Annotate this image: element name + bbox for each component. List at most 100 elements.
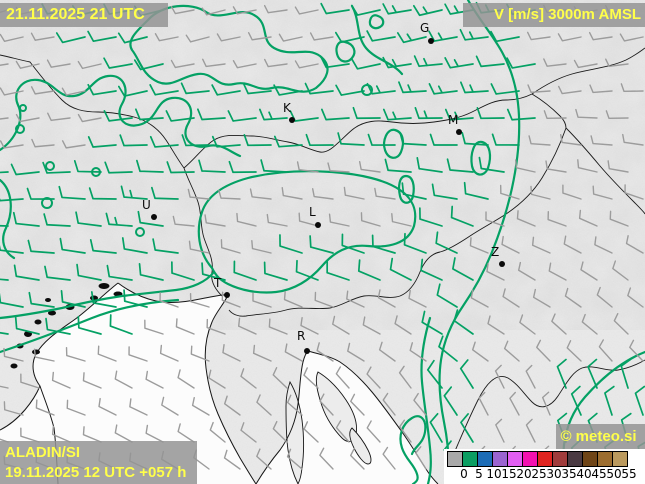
wind-barb <box>227 110 257 122</box>
wind-barb-light <box>566 340 582 362</box>
wind-barb-light <box>625 235 644 254</box>
wind-barb <box>396 32 427 44</box>
wind-barb <box>399 132 427 146</box>
wind-barb <box>320 56 350 69</box>
wind-barb-light <box>272 367 288 389</box>
isotach-contour-5ms <box>399 415 427 484</box>
wind-barb <box>431 183 458 200</box>
wind-barb-light <box>503 340 520 362</box>
wind-barb <box>446 158 474 173</box>
wind-barb-light <box>528 135 551 146</box>
wind-barb <box>150 186 179 200</box>
wind-barb-light <box>272 420 288 443</box>
wind-barb <box>490 83 520 95</box>
chart-title-label: V [m/s] 3000m AMSL <box>494 6 641 23</box>
wind-barb <box>460 413 474 443</box>
country-border <box>183 93 533 169</box>
wind-barb-light <box>129 398 148 416</box>
wind-barb <box>0 189 24 202</box>
wind-barb-light <box>391 213 412 227</box>
wind-barb-light <box>206 318 226 335</box>
wind-barb-light <box>319 393 334 416</box>
wind-barb-light <box>588 31 613 41</box>
wind-barb <box>87 135 117 148</box>
wind-barb-light <box>629 339 644 362</box>
wind-barb <box>45 317 71 335</box>
wind-barb <box>117 85 148 97</box>
isotach-contour-5ms <box>350 4 404 76</box>
legend-tick-label: 20 <box>516 467 532 481</box>
wind-barb <box>180 82 210 95</box>
wind-barb <box>435 231 458 254</box>
wind-barb <box>263 261 288 281</box>
wind-barb <box>382 3 412 15</box>
wind-barb-light <box>82 426 102 443</box>
wind-barb-light <box>3 347 24 362</box>
wind-barb-light <box>374 187 396 200</box>
wind-barb-light <box>159 292 179 308</box>
wind-barb <box>10 163 40 176</box>
wind-barb-light <box>343 186 365 200</box>
wind-barb-light <box>598 339 613 362</box>
wind-barb <box>0 238 24 254</box>
wind-barb-light <box>15 60 40 69</box>
wind-barb-light <box>478 391 489 416</box>
wind-barb <box>0 266 9 281</box>
wind-barb-light <box>501 235 520 254</box>
wind-barb <box>55 32 86 44</box>
wind-barb <box>88 187 117 200</box>
country-border <box>228 127 567 317</box>
wind-barb-light <box>284 343 303 362</box>
wind-barb-light <box>298 212 319 227</box>
wind-barb-light <box>3 401 24 416</box>
wind-barb-light <box>65 347 86 362</box>
wind-barb-light <box>161 396 179 416</box>
wind-barb-light <box>622 133 644 146</box>
wind-barb <box>43 213 71 227</box>
wind-barb <box>357 259 381 281</box>
wind-barb-light <box>303 367 319 389</box>
wind-barb-light <box>347 342 365 362</box>
wind-barb-light <box>413 392 427 416</box>
wind-barb-light <box>624 184 644 200</box>
wind-barb-light <box>0 427 9 443</box>
wind-barb <box>58 185 86 200</box>
wind-barb-light <box>208 369 226 389</box>
wind-barb-light <box>51 425 71 443</box>
wind-barb <box>104 161 133 174</box>
wind-barb <box>279 234 303 254</box>
wind-barb <box>0 290 24 308</box>
isotach-contour-5ms <box>398 174 415 204</box>
coastal-town-mark <box>34 319 42 325</box>
wind-barb-light <box>377 289 396 308</box>
wind-barb-light <box>581 313 598 335</box>
city-label: R <box>297 329 305 343</box>
wind-barb <box>136 159 164 173</box>
wind-barb-light <box>263 58 288 68</box>
wind-barb-light <box>15 113 40 123</box>
wind-barb <box>371 234 396 254</box>
wind-barb-light <box>82 372 102 389</box>
wind-barb-light <box>607 160 629 173</box>
wind-barb-light <box>263 4 288 14</box>
wind-barb <box>0 162 9 175</box>
wind-barb-light <box>240 422 257 443</box>
wind-barb <box>491 133 520 146</box>
wind-barb-light <box>382 392 396 416</box>
wind-barb <box>476 107 505 120</box>
city-dot <box>315 222 321 228</box>
wind-barb-light <box>232 6 257 15</box>
wind-barb-light <box>222 344 241 362</box>
wind-barb-light <box>495 418 505 443</box>
wind-barb <box>634 385 645 416</box>
wind-barb <box>459 359 474 389</box>
city-dot <box>224 292 230 298</box>
wind-barb <box>233 260 257 281</box>
wind-barb <box>90 291 117 308</box>
wind-barb-light <box>592 185 613 200</box>
isotach-contour-5ms <box>0 298 180 354</box>
wind-barb <box>389 257 412 281</box>
wind-barb-light <box>209 421 226 443</box>
chart-title-box: V [m/s] 3000m AMSL <box>463 3 645 27</box>
